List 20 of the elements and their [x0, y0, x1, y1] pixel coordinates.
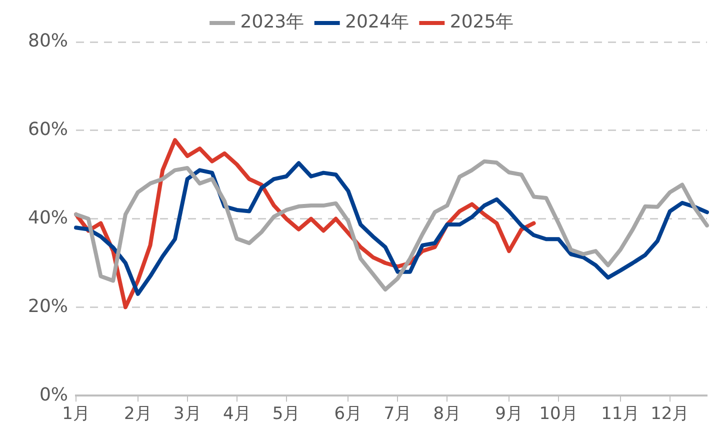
x-tick-label: 1月 — [62, 404, 90, 424]
legend-label: 2023年 — [240, 12, 304, 33]
x-tick-label: 5月 — [272, 404, 300, 424]
y-tick-label: 40% — [28, 207, 68, 228]
legend-label: 2025年 — [450, 12, 514, 33]
x-tick-label: 6月 — [334, 404, 362, 424]
x-tick-label: 2月 — [124, 404, 152, 424]
y-tick-label: 0% — [39, 384, 68, 406]
x-tick-label: 12月 — [650, 404, 690, 424]
x-tick-label: 8月 — [433, 404, 462, 424]
x-tick-label: 7月 — [384, 404, 412, 424]
x-tick-label: 9月 — [495, 404, 523, 424]
x-tick-label: 10月 — [539, 404, 578, 424]
y-tick-label: 60% — [28, 119, 68, 140]
x-tick-label: 11月 — [601, 404, 640, 424]
x-tick-label: 4月 — [222, 404, 251, 424]
y-tick-label: 20% — [28, 296, 68, 317]
y-tick-label: 80% — [28, 30, 68, 52]
x-tick-label: 3月 — [173, 404, 202, 424]
legend-label: 2024年 — [345, 12, 409, 33]
